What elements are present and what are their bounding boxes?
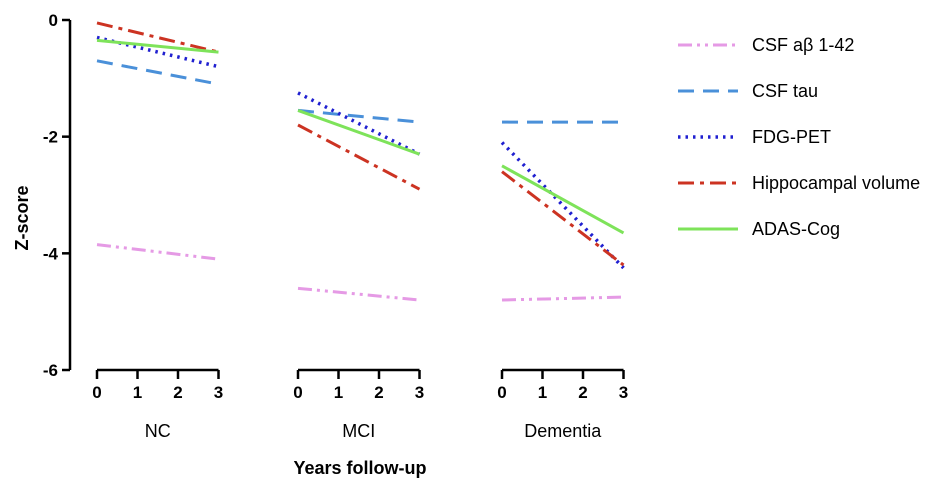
series-line [501,170,625,267]
x-tick-label: 3 [214,383,223,402]
series-line [501,295,624,302]
legend-label: CSF aβ 1-42 [752,35,854,55]
series-line [297,109,421,156]
group-label: NC [145,421,171,441]
x-tick-label: 1 [538,383,547,402]
series-line [297,91,421,156]
x-tick-label: 0 [92,383,101,402]
legend-label: ADAS-Cog [752,219,840,239]
x-tick-label: 2 [374,383,383,402]
y-axis-title: Z-score [12,185,32,250]
series-line [96,59,219,86]
series-line [96,38,219,54]
x-tick-label: 3 [619,383,628,402]
group-label: Dementia [524,421,602,441]
y-tick-label: -2 [43,128,58,147]
series-line [297,108,420,124]
series-line [500,141,625,270]
legend-label: Hippocampal volume [752,173,920,193]
series-line [501,164,625,235]
series-line [96,35,219,69]
legend-label: CSF tau [752,81,818,101]
y-tick-label: 0 [49,11,58,30]
x-axis-title: Years follow-up [293,458,426,478]
group-label: MCI [342,421,375,441]
x-tick-label: 0 [293,383,302,402]
y-tick-label: -4 [43,244,59,263]
series-line [297,286,420,302]
x-tick-label: 2 [173,383,182,402]
legend-label: FDG-PET [752,127,831,147]
x-tick-label: 1 [133,383,142,402]
x-tick-label: 2 [578,383,587,402]
series-line [96,21,219,54]
series-line [96,243,219,261]
x-tick-label: 3 [415,383,424,402]
x-tick-label: 1 [334,383,343,402]
x-tick-label: 0 [497,383,506,402]
y-tick-label: -6 [43,361,58,380]
series-line [297,123,421,191]
